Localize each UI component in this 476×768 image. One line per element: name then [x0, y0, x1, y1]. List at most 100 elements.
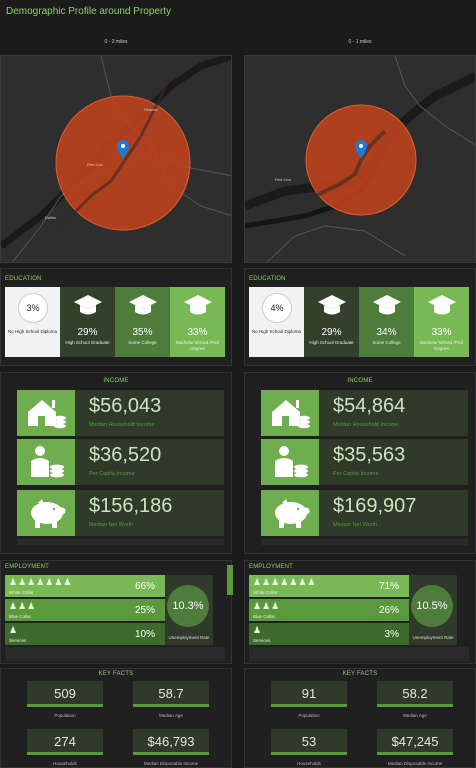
map-3-miles[interactable]: Hinman Red Lion Dallas	[0, 55, 232, 263]
income-footer-bar	[17, 539, 224, 545]
education-label: Bachelor's/Grad /Prof Degree	[176, 340, 219, 351]
income-value: $169,907	[333, 495, 417, 517]
employment-blue-collar: ♟♟♟ Blue Collar 25%	[5, 599, 165, 621]
piggy-bank-icon	[31, 499, 66, 528]
key-fact-label: Median Disposable Income	[143, 761, 199, 766]
income-label: Median Net Worth	[89, 522, 134, 528]
employment-pct: 25%	[134, 605, 155, 616]
worker-icons: ♟	[253, 625, 263, 635]
column-3-miles: 0 - 3 miles Hinman Red Lion Dallas EDUCA…	[0, 0, 233, 768]
worker-icons: ♟♟♟♟♟♟♟	[9, 577, 73, 587]
income-panel: INCOME $54,864 Median Household Income $…	[244, 372, 476, 554]
employment-title: EMPLOYMENT	[249, 564, 294, 570]
employment-services: ♟ Services 10%	[5, 623, 165, 645]
house-icon	[28, 400, 66, 429]
education-pct: 29%	[321, 327, 342, 338]
worker-icons: ♟♟♟	[253, 601, 281, 611]
map-graphics	[245, 56, 475, 262]
income-value: $156,186	[89, 495, 173, 517]
employment-scroll-tab[interactable]	[227, 565, 233, 595]
key-fact-value: $47,245	[391, 734, 439, 749]
unemployment-label: Unemployment Rate	[168, 635, 210, 640]
key-fact-label: Households	[53, 761, 77, 766]
education-pct: 33%	[431, 327, 452, 338]
education-pct: 4%	[262, 293, 292, 323]
education-some-college: 34% Some College	[359, 287, 414, 357]
income-label: Median Net Worth	[333, 522, 378, 528]
education-pct: 3%	[18, 293, 48, 323]
employment-pct: 3%	[384, 629, 399, 640]
unemployment-rate: 10.5%	[411, 585, 453, 627]
education-label: No High School Diploma	[251, 329, 302, 334]
education-panel: EDUCATION 4% No High School Diploma 29% …	[244, 268, 476, 366]
education-some-college: 35% Some College	[115, 287, 170, 357]
education-label: Some College	[128, 340, 157, 345]
column-1-mile: 0 - 1 miles Red Lion EDUCATION 4% No Hig…	[244, 0, 476, 768]
education-label: High School Graduate	[309, 340, 354, 345]
employment-footer-bar	[5, 647, 225, 661]
key-fact-disposable-income: $46,793	[133, 729, 209, 755]
income-label: Median Household Income	[89, 422, 155, 428]
education-pct: 33%	[187, 327, 208, 338]
key-facts-panel: KEY FACTS 91 Population 58.2 Median Age …	[244, 668, 476, 768]
income-footer-bar	[261, 539, 468, 545]
income-title: INCOME	[103, 378, 129, 384]
unemployment-box: 10.5% Unemployment Rate	[409, 575, 457, 645]
employment-pct: 66%	[134, 581, 155, 592]
key-fact-label: Median Age	[403, 713, 427, 718]
education-label: High School Graduate	[65, 340, 110, 345]
map-1-mile[interactable]: Red Lion	[244, 55, 476, 263]
key-fact-population: 509	[27, 681, 103, 707]
key-fact-households: 53	[271, 729, 347, 755]
education-pct: 34%	[376, 327, 397, 338]
education-label: Bachelor's/Grad /Prof Degree	[420, 340, 463, 351]
income-household: $56,043 Median Household Income	[17, 390, 224, 436]
employment-white-collar: ♟♟♟♟♟♟♟ White Collar 66%	[5, 575, 165, 597]
house-icon	[272, 400, 310, 429]
unemployment-rate: 10.3%	[167, 585, 209, 627]
income-label: Median Household Income	[333, 422, 399, 428]
key-fact-disposable-income: $47,245	[377, 729, 453, 755]
employment-panel: EMPLOYMENT ♟♟♟♟♟♟♟ White Collar 71% ♟♟♟ Bl…	[244, 560, 476, 664]
employment-label: Services	[253, 638, 271, 643]
key-fact-label: Median Age	[159, 713, 183, 718]
education-high-school: 29% High School Graduate	[60, 287, 115, 357]
location-pin-icon	[117, 140, 129, 158]
unemployment-label: Unemployment Rate	[412, 635, 454, 640]
employment-label: Services	[9, 638, 27, 643]
education-pct: 29%	[77, 327, 98, 338]
key-fact-label: Population	[298, 713, 320, 718]
employment-panel: EMPLOYMENT ♟♟♟♟♟♟♟ White Collar 66% ♟♟♟ Bl…	[0, 560, 233, 664]
key-fact-median-age: 58.7	[133, 681, 209, 707]
employment-pct: 71%	[378, 581, 399, 592]
income-net-worth: $169,907 Median Net Worth	[261, 490, 468, 536]
key-fact-label: Median Disposable Income	[387, 761, 443, 766]
place-label: Hinman	[144, 107, 158, 112]
key-facts-title: KEY FACTS	[98, 671, 134, 677]
employment-footer-bar	[249, 647, 469, 661]
person-coins-icon	[275, 446, 308, 478]
worker-icons: ♟♟♟	[9, 601, 37, 611]
employment-services: ♟ Services 3%	[249, 623, 409, 645]
employment-label: Blue Collar	[253, 614, 276, 619]
location-pin-icon	[355, 140, 367, 158]
key-fact-value: 274	[54, 734, 76, 749]
radius-label: 0 - 3 miles	[104, 39, 128, 45]
graduation-cap-icon	[318, 295, 346, 315]
income-value: $54,864	[333, 395, 406, 417]
education-label: No High School Diploma	[7, 329, 58, 334]
employment-label: White Collar	[9, 590, 34, 595]
key-fact-value: 91	[301, 686, 317, 701]
employment-white-collar: ♟♟♟♟♟♟♟ White Collar 71%	[249, 575, 409, 597]
graduation-cap-icon	[129, 295, 157, 315]
education-no-diploma: 4% No High School Diploma	[249, 287, 304, 357]
income-per-capita: $36,520 Per Capita Income	[17, 439, 224, 485]
person-coins-icon	[31, 446, 64, 478]
employment-pct: 26%	[378, 605, 399, 616]
income-value: $36,520	[89, 444, 162, 466]
employment-label: Blue Collar	[9, 614, 32, 619]
income-label: Per Capita Income	[89, 471, 135, 477]
graduation-cap-icon	[184, 295, 212, 315]
key-fact-value: 58.2	[402, 686, 428, 701]
worker-icons: ♟♟♟♟♟♟♟	[253, 577, 317, 587]
